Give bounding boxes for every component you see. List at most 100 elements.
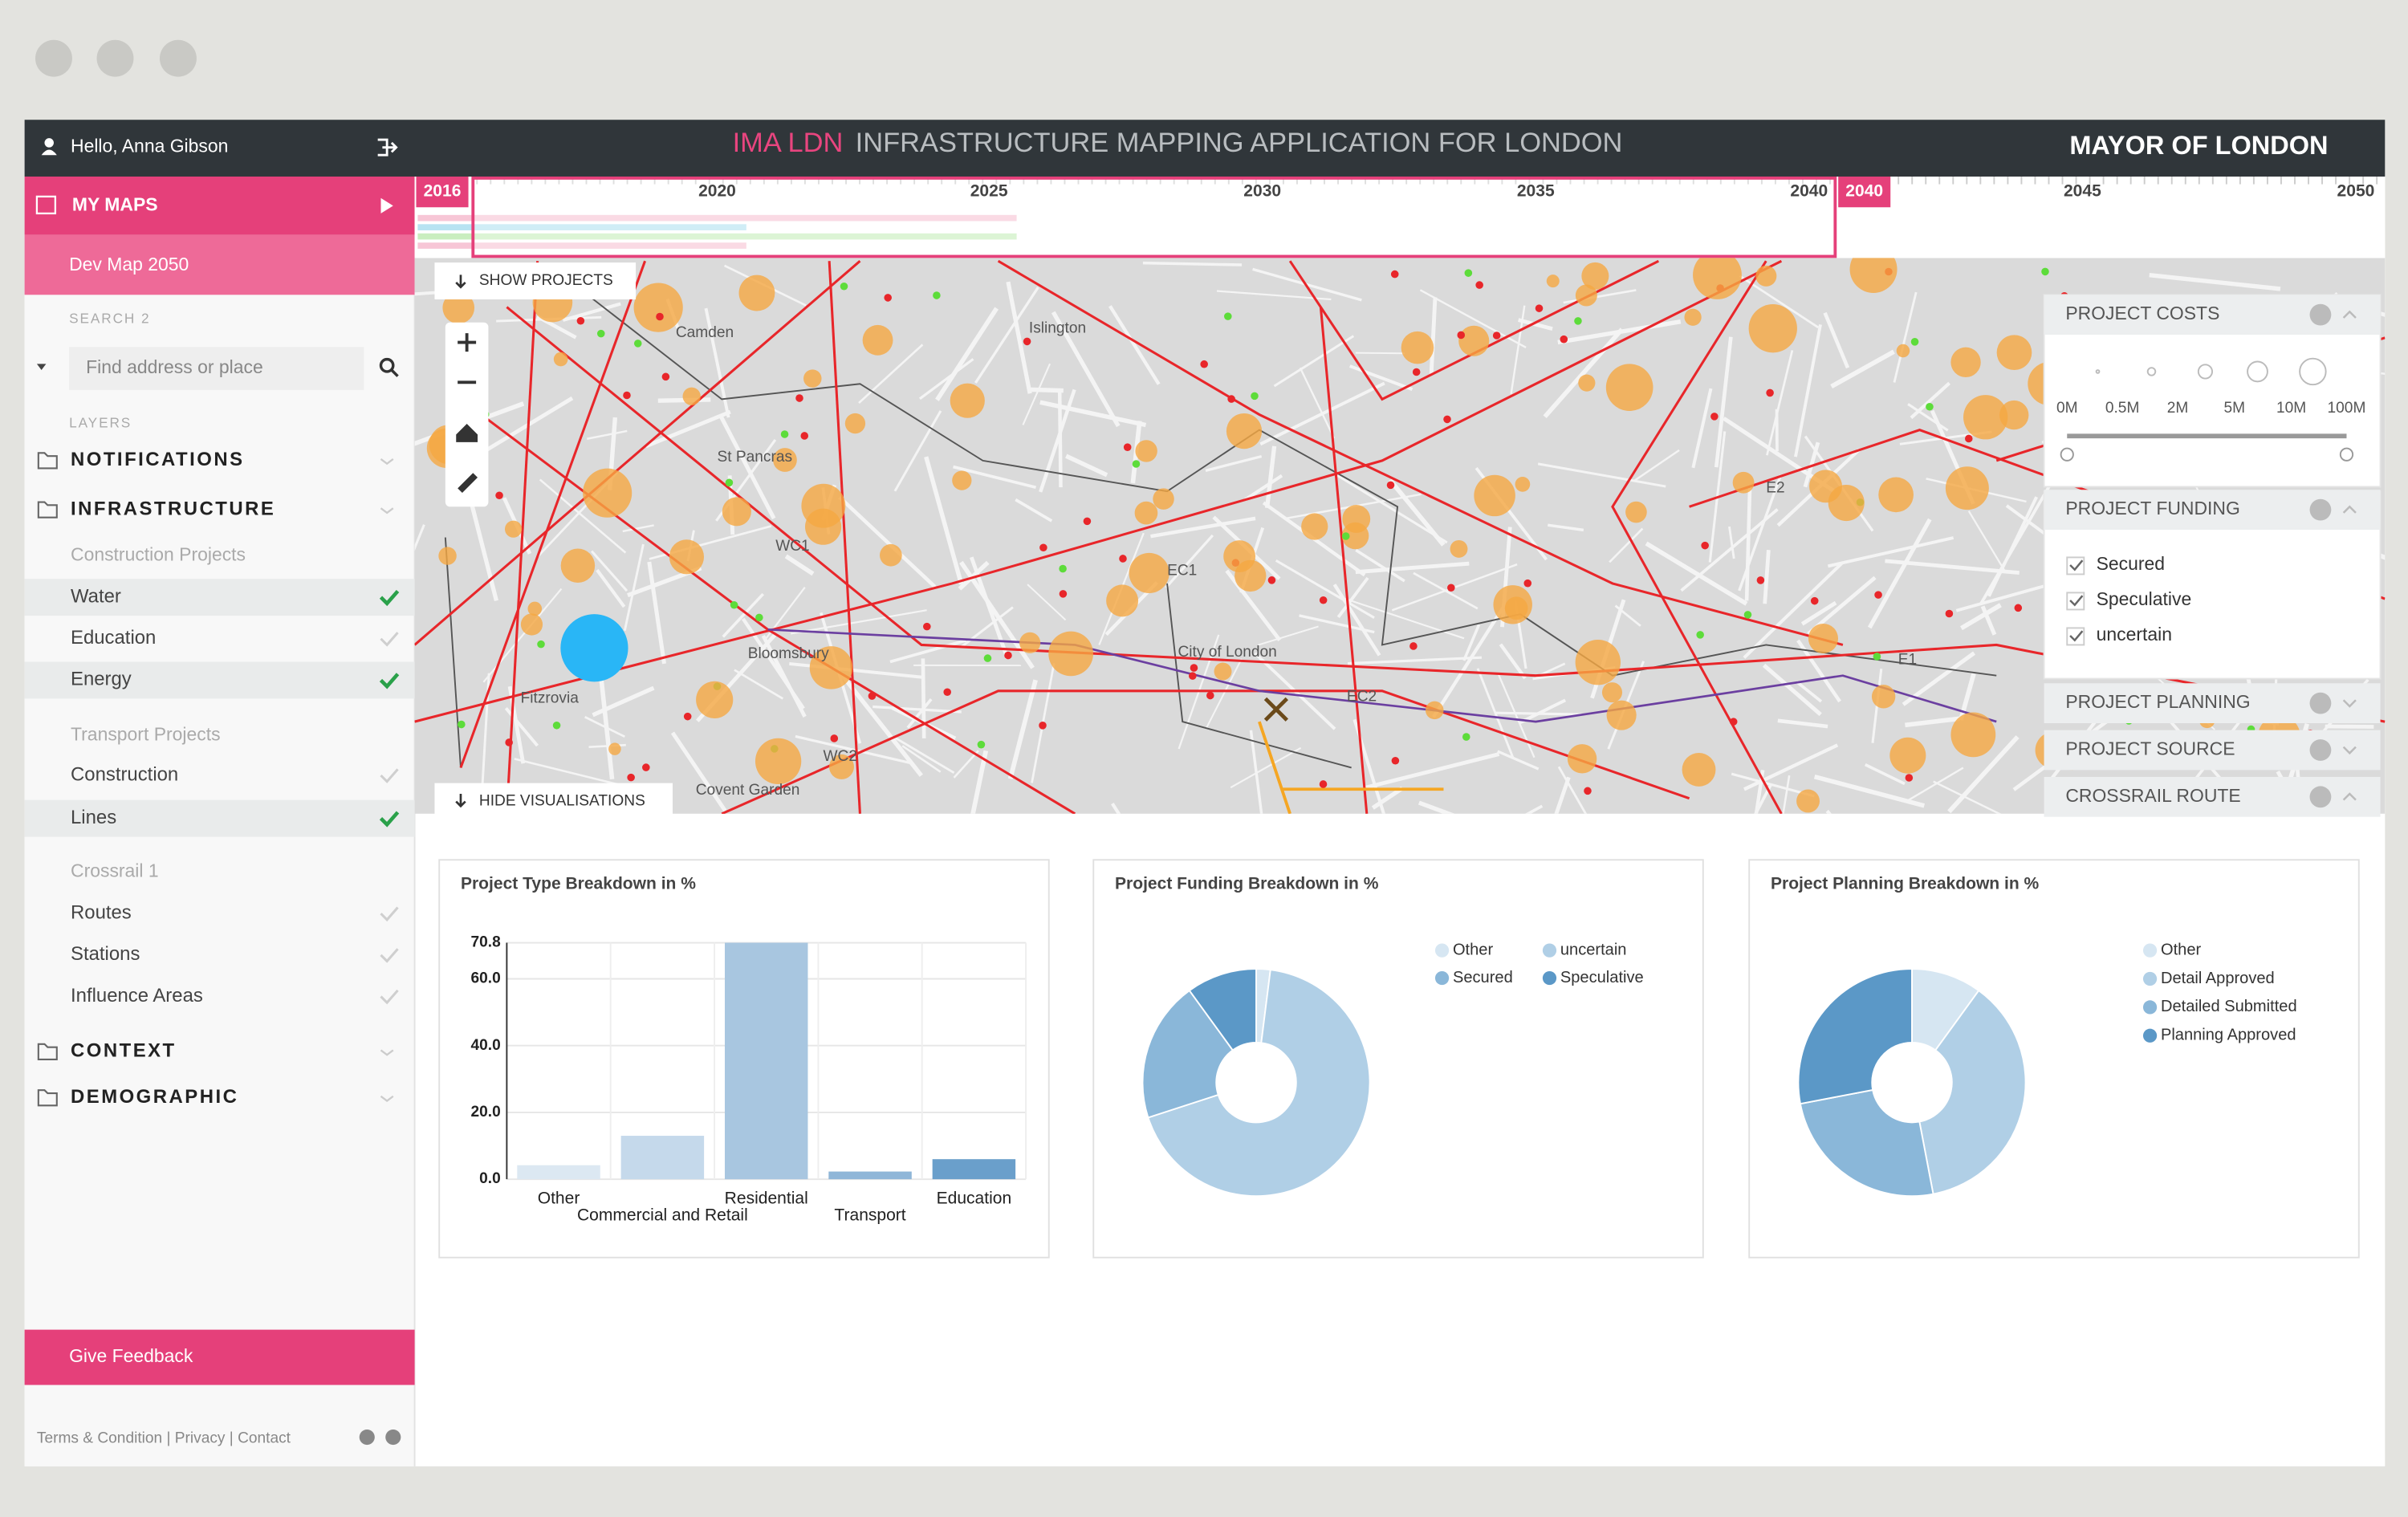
project-dot[interactable] (844, 413, 866, 434)
project-dot[interactable] (1584, 787, 1592, 795)
project-dot[interactable] (1896, 344, 1910, 358)
project-dot[interactable] (1504, 596, 1528, 620)
project-dot[interactable] (1905, 774, 1914, 782)
layer-item[interactable]: Lines (71, 807, 116, 828)
project-dot[interactable] (669, 539, 705, 575)
project-dot[interactable] (696, 681, 734, 718)
project-dot[interactable] (1319, 780, 1328, 788)
logout-icon[interactable] (377, 138, 398, 157)
project-dot[interactable] (1625, 501, 1647, 523)
project-dot[interactable] (1059, 564, 1067, 573)
project-dot[interactable] (1878, 477, 1914, 513)
layer-group[interactable]: DEMOGRAPHIC (71, 1086, 238, 1108)
project-dot[interactable] (830, 734, 839, 742)
layer-group[interactable]: NOTIFICATIONS (71, 449, 245, 470)
project-dot[interactable] (755, 738, 802, 785)
project-dot[interactable] (1319, 596, 1328, 604)
footer-links[interactable]: Terms & Condition | Privacy | Contact (37, 1430, 291, 1446)
project-dot[interactable] (977, 740, 986, 749)
project-dot[interactable] (1039, 543, 1047, 552)
check-icon[interactable] (379, 589, 400, 607)
project-dot[interactable] (1390, 270, 1399, 279)
project-dot[interactable] (1810, 596, 1819, 605)
project-dot[interactable] (730, 600, 738, 609)
project-dot[interactable] (683, 712, 692, 721)
feedback[interactable]: Give Feedback (69, 1345, 193, 1366)
edit-icon[interactable] (458, 473, 478, 494)
check-icon[interactable] (379, 673, 400, 689)
project-dot[interactable] (1106, 584, 1139, 617)
project-dot[interactable] (1458, 325, 1490, 356)
project-dot[interactable] (458, 720, 466, 729)
project-dot[interactable] (1409, 642, 1418, 650)
project-dot[interactable] (1235, 559, 1267, 592)
project-dot[interactable] (1492, 331, 1501, 340)
project-dot[interactable] (1682, 753, 1716, 787)
project-dot[interactable] (576, 316, 585, 325)
project-dot[interactable] (1874, 591, 1882, 599)
layer-item[interactable]: Energy (71, 669, 132, 690)
project-dot[interactable] (722, 497, 751, 527)
project-dot[interactable] (1605, 364, 1653, 412)
project-dot[interactable] (795, 394, 803, 402)
project-dot[interactable] (1950, 712, 1996, 758)
project-dot[interactable] (1132, 460, 1141, 468)
project-dot[interactable] (1910, 338, 1919, 346)
project-dot[interactable] (1457, 331, 1466, 340)
search-placeholder[interactable]: Find address or place (86, 356, 263, 377)
project-dot[interactable] (780, 430, 789, 438)
project-dot[interactable] (1386, 481, 1395, 490)
project-dot[interactable] (633, 283, 683, 332)
project-dot[interactable] (840, 282, 848, 291)
search-input[interactable] (69, 347, 364, 390)
project-dot[interactable] (1560, 335, 1568, 344)
project-dot[interactable] (1574, 317, 1582, 325)
current-map[interactable]: Dev Map 2050 (69, 254, 189, 275)
project-dot[interactable] (442, 291, 475, 324)
project-dot[interactable] (1214, 662, 1232, 681)
slider-handle[interactable] (2339, 447, 2354, 462)
project-dot[interactable] (738, 275, 775, 311)
slider-handle[interactable] (2060, 447, 2074, 462)
panel-title[interactable]: CROSSRAIL ROUTE (2065, 785, 2240, 806)
project-dot[interactable] (1748, 304, 1797, 353)
project-dot[interactable] (1578, 374, 1596, 392)
layer-item[interactable]: Construction (71, 763, 178, 785)
project-dot[interactable] (438, 547, 457, 565)
project-dot[interactable] (1342, 505, 1371, 533)
funding-option[interactable]: Secured (2097, 553, 2165, 574)
project-dot[interactable] (1963, 395, 2008, 440)
project-dot[interactable] (923, 622, 931, 631)
panel-title[interactable]: PROJECT COSTS (2065, 303, 2219, 323)
funding-option[interactable]: Speculative (2097, 588, 2192, 609)
home-icon[interactable] (456, 423, 478, 442)
project-dot[interactable] (1083, 517, 1092, 526)
project-dot[interactable] (1200, 360, 1208, 368)
project-dot[interactable] (608, 742, 621, 755)
window-button[interactable] (159, 39, 197, 77)
project-dot[interactable] (642, 763, 650, 771)
project-dot[interactable] (495, 491, 503, 500)
project-dot[interactable] (1945, 609, 1954, 618)
project-dot[interactable] (1475, 281, 1483, 289)
layer-item[interactable]: Education (71, 627, 156, 649)
project-dot[interactable] (1227, 395, 1235, 403)
project-dot[interactable] (1796, 789, 1820, 813)
project-dot[interactable] (1443, 415, 1451, 424)
project-dot[interactable] (828, 754, 854, 779)
project-dot[interactable] (1701, 541, 1709, 550)
project-dot[interactable] (1729, 718, 1738, 726)
project-dot[interactable] (504, 520, 523, 538)
project-dot[interactable] (884, 294, 892, 302)
project-dot[interactable] (1756, 576, 1765, 584)
project-dot[interactable] (1341, 532, 1350, 540)
project-dot[interactable] (1575, 639, 1621, 685)
project-dot[interactable] (1873, 653, 1881, 661)
project-dot[interactable] (1964, 434, 1973, 443)
project-dot[interactable] (1251, 392, 1259, 401)
project-dot[interactable] (1019, 632, 1041, 653)
project-dot[interactable] (1809, 470, 1842, 503)
project-dot[interactable] (1226, 413, 1263, 449)
project-dot[interactable] (1808, 623, 1839, 654)
project-dot[interactable] (1059, 590, 1068, 598)
